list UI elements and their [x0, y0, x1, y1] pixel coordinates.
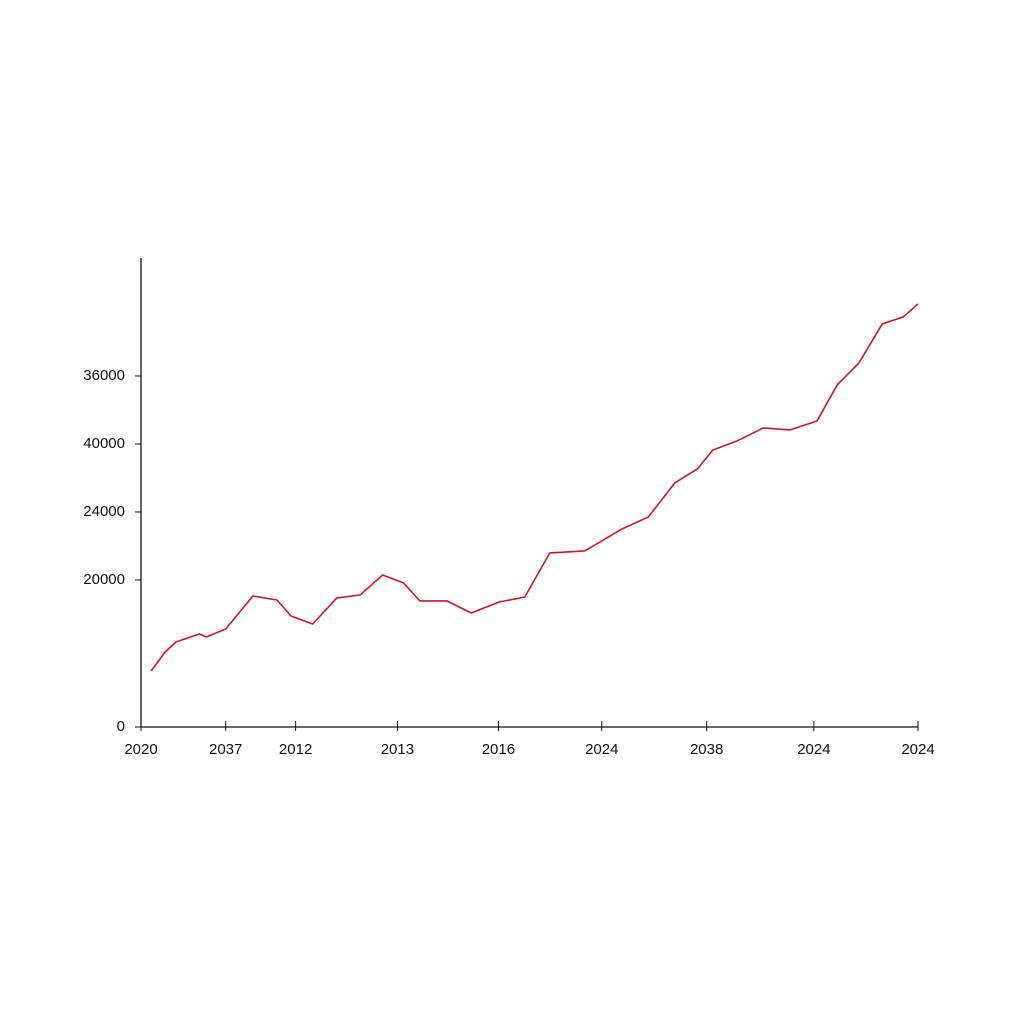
- y-tick-label: 36000: [83, 367, 125, 384]
- x-tick-label: 2016: [482, 741, 515, 758]
- y-tick-label: 0: [117, 718, 125, 735]
- line-series: [150, 303, 919, 672]
- x-tick-label: 2020: [124, 741, 157, 758]
- y-tick-label: 24000: [83, 503, 125, 520]
- x-tick-label: 2024: [901, 741, 934, 758]
- x-tick-label: 2024: [585, 741, 618, 758]
- x-tick-label: 2013: [381, 741, 414, 758]
- y-tick-label: 20000: [83, 571, 125, 588]
- y-tick-label: 40000: [83, 435, 125, 452]
- x-tick-label: 2038: [690, 741, 723, 758]
- x-tick-label: 2012: [279, 741, 312, 758]
- x-tick-label: 2037: [209, 741, 242, 758]
- x-tick-label: 2024: [797, 741, 830, 758]
